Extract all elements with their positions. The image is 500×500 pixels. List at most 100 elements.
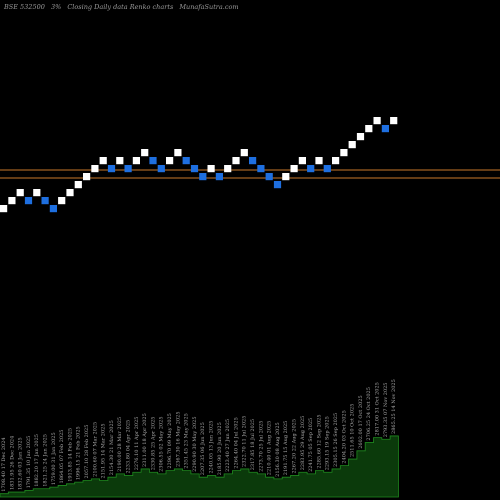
renko-brick-down	[307, 165, 315, 173]
renko-brick-down	[41, 197, 49, 205]
price-label: 2404.20 03 Oct 2025	[341, 410, 347, 463]
price-label: 2322.70 11 Jul 2025	[242, 416, 248, 467]
renko-brick-up	[33, 189, 41, 197]
symbol-label: BSE 532500	[4, 3, 45, 11]
price-label: 2317.85 18 Jul 2025	[250, 419, 256, 470]
renko-brick-down	[49, 205, 57, 213]
chart-header: BSE 532500 3% Closing Daily data Renko c…	[4, 3, 243, 11]
chart-kind-label: Closing Daily data Renko charts	[67, 3, 174, 11]
price-label: 2306.55 02 May 2025	[159, 416, 165, 471]
price-label: 2511.65 10 Oct 2025	[350, 404, 356, 457]
price-label: 2706.25 24 Oct 2025	[366, 387, 372, 440]
renko-brick-up	[16, 189, 24, 197]
price-label: 1708.40 17 Dec 2024	[1, 437, 7, 491]
price-label: 2367.30 16 May 2025	[175, 411, 181, 466]
price-label: 2057.10 28 Feb 2025	[84, 425, 90, 479]
renko-brick-up	[390, 117, 398, 125]
renko-brick-up	[232, 157, 240, 165]
price-label: 2154.30 21 Mar 2025	[109, 420, 115, 475]
price-label: 2293.15 19 Sep 2025	[325, 416, 331, 470]
renko-brick-up	[141, 149, 149, 157]
renko-brick-up	[356, 133, 365, 141]
price-label: 2191.75 15 Aug 2025	[283, 421, 289, 476]
price-label: 2305.15 26 Sep 2025	[333, 413, 339, 467]
renko-brick-down	[249, 157, 257, 165]
renko-brick-up	[74, 181, 82, 189]
box-size-label: 3%	[50, 3, 62, 11]
renko-brick-up	[240, 149, 248, 157]
price-label: 2283.95 29 Aug 2025	[300, 416, 306, 471]
renko-brick-up	[0, 205, 8, 213]
price-label: 2210.40 01 Aug 2025	[267, 421, 273, 476]
renko-brick-up	[99, 157, 107, 165]
renko-brick-up	[224, 165, 232, 173]
volume-area	[0, 435, 399, 498]
price-label: 2240.05 13 Jun 2025	[209, 421, 215, 474]
renko-brick-down	[323, 165, 331, 173]
renko-brick-up	[298, 157, 306, 165]
renko-brick-down	[215, 173, 223, 181]
renko-brick-down	[190, 165, 199, 173]
price-label: 2285.60 12 Sep 2025	[316, 414, 322, 468]
price-label: 2793.35 07 Nov 2025	[383, 383, 389, 438]
renko-brick-down	[24, 197, 33, 205]
renko-brick-up	[132, 157, 140, 165]
price-label: 2351.45 23 May 2025	[184, 413, 190, 468]
price-label: 2156.30 08 Aug 2025	[275, 422, 281, 477]
price-label: 1759.00 31 Jan 2025	[51, 432, 57, 485]
price-label: 2296.70 09 May 2025	[167, 413, 173, 468]
renko-brick-up	[348, 141, 356, 149]
renko-brick-down	[182, 157, 190, 165]
renko-brick-down	[157, 165, 165, 173]
renko-brick-up	[166, 157, 174, 165]
price-label: 2233.80 04 Apr 2025	[126, 420, 132, 474]
renko-brick-down	[257, 165, 265, 173]
price-label: 2267.20 22 Aug 2025	[292, 419, 298, 474]
renko-brick-up	[66, 189, 74, 197]
price-label: 2273.70 25 Jul 2025	[258, 421, 264, 472]
renko-brick-down	[265, 173, 273, 181]
price-label: 2264.40 04 Jul 2025	[233, 417, 239, 468]
price-label: 2223.40 27 Jun 2025	[225, 419, 231, 472]
price-label: 1832.60 03 Jan 2025	[18, 437, 24, 490]
renko-brick-down	[273, 181, 282, 189]
price-label: 2185.90 20 Jun 2025	[217, 422, 223, 475]
renko-brick-down	[107, 165, 116, 173]
price-label: 2865.25 14 Nov 2025	[391, 379, 397, 434]
renko-brick-down	[199, 173, 207, 181]
renko-brick-up	[315, 157, 323, 165]
price-label: 2290.90 30 May 2025	[192, 416, 198, 471]
renko-brick-up	[116, 157, 124, 165]
price-label: 2817.00 31 Oct 2025	[375, 382, 381, 435]
price-label: 2100.60 07 Mar 2025	[92, 422, 98, 477]
price-label: 2276.10 11 Apr 2025	[134, 417, 140, 471]
renko-brick-up	[332, 157, 340, 165]
price-label: 2241.75 05 Sep 2025	[308, 418, 314, 472]
price-label: 2151.95 14 Mar 2025	[101, 423, 107, 478]
renko-brick-up	[290, 165, 298, 173]
renko-brick-up	[8, 197, 16, 205]
renko-brick-up	[207, 165, 215, 173]
price-label: 2207.35 06 Jun 2025	[200, 422, 206, 475]
price-label: 1864.05 07 Feb 2025	[59, 430, 65, 484]
price-label: 1882.20 17 Jan 2025	[34, 434, 40, 487]
renko-brick-up	[174, 149, 182, 157]
renko-brick-up	[340, 149, 348, 157]
price-label: 1821.25 24 Jan 2025	[43, 434, 49, 487]
renko-brick-up	[91, 165, 99, 173]
renko-brick-down	[381, 125, 389, 133]
price-label: 2190.00 28 Mar 2025	[117, 417, 123, 472]
price-label: 1913.85 14 Feb 2025	[67, 428, 73, 482]
site-label: MunafaSutra.com	[179, 3, 239, 11]
price-label: 1791.35 10 Jan 2025	[26, 436, 32, 489]
renko-brick-down	[124, 165, 132, 173]
renko-brick-up	[373, 117, 381, 125]
renko-brick-up	[282, 173, 290, 181]
price-label: 2330.85 25 Apr 2025	[150, 417, 156, 471]
renko-brick-up	[58, 197, 66, 205]
renko-brick-up	[83, 173, 91, 181]
renko-brick-up	[365, 125, 373, 133]
price-label: 2311.00 18 Apr 2025	[142, 413, 148, 467]
price-label: 1831.95 26 Dec 2024	[9, 436, 15, 490]
